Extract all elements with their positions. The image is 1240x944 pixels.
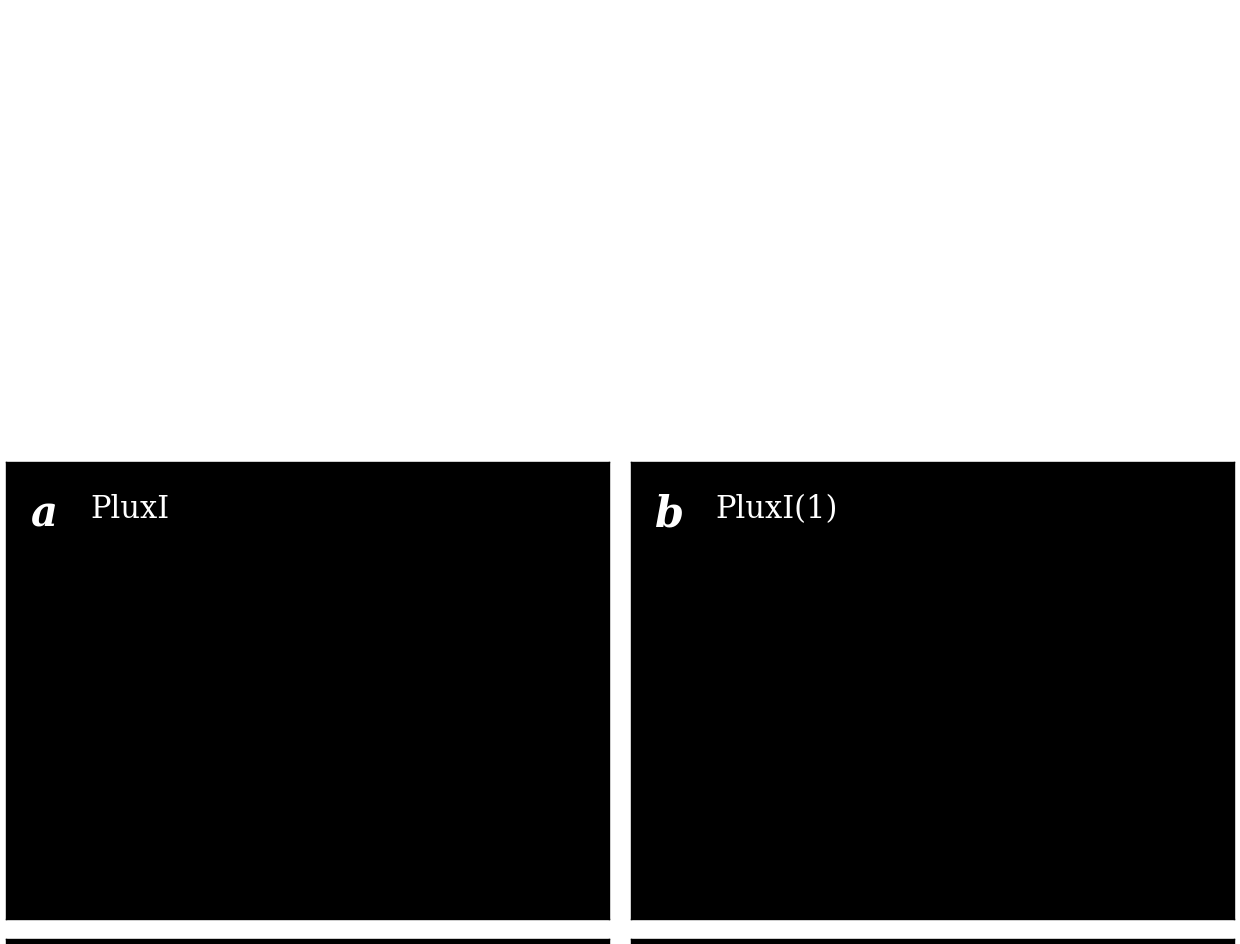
Text: b: b	[655, 494, 684, 535]
Text: PluxI: PluxI	[91, 494, 170, 525]
Text: a: a	[30, 494, 57, 535]
Text: PluxI(1): PluxI(1)	[715, 494, 838, 525]
